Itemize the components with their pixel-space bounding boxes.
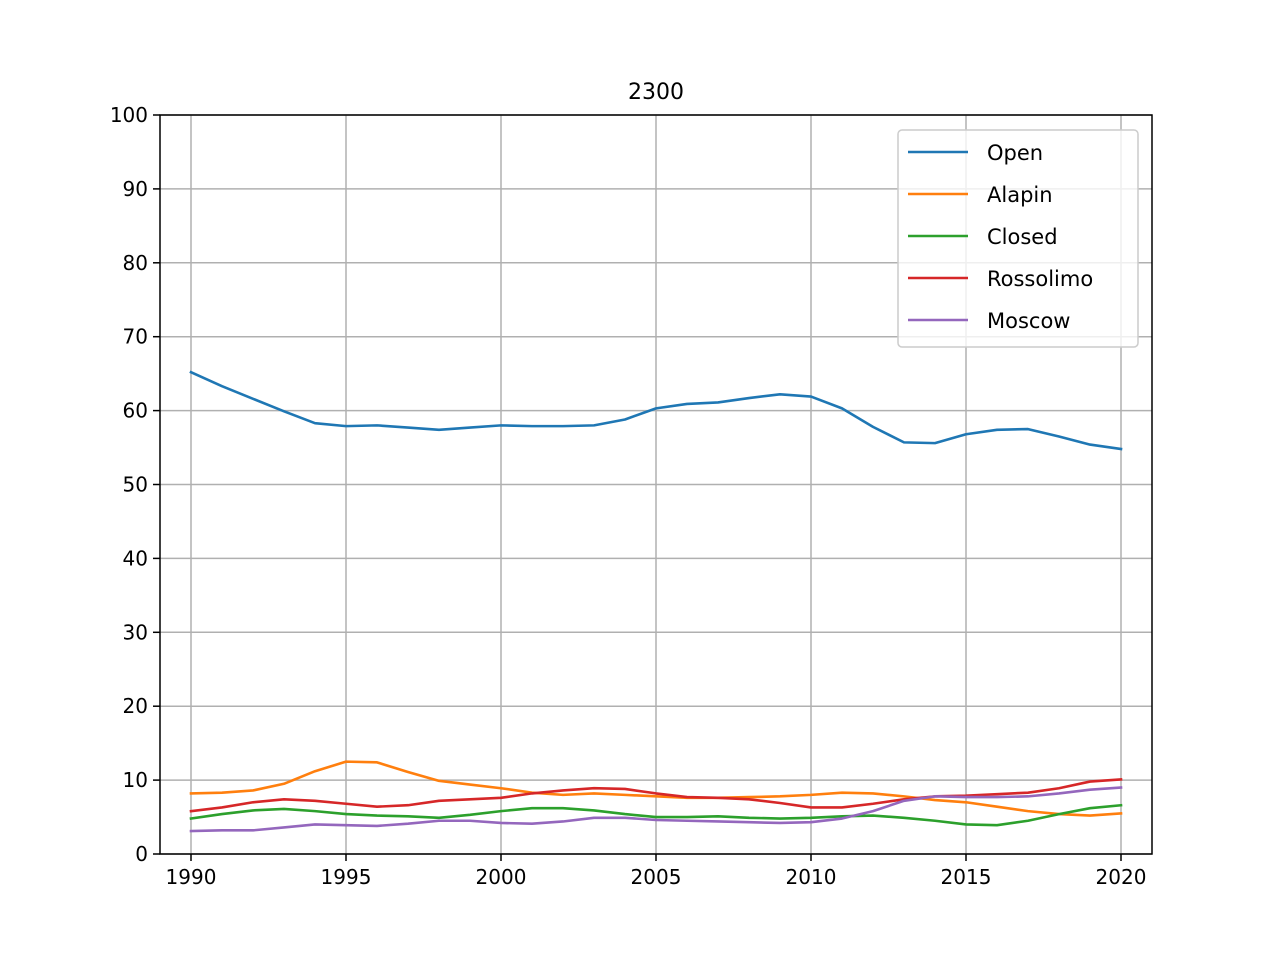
y-tick-label: 40	[123, 546, 148, 570]
series-line-rossolimo	[189, 777, 1123, 813]
y-tick-label: 10	[123, 768, 148, 792]
y-tick-label: 0	[135, 842, 148, 866]
legend: Open Alapin Closed Rossolimo Moscow	[897, 129, 1139, 348]
legend-label-rossolimo: Rossolimo	[987, 267, 1093, 291]
chart-title: 2300	[628, 80, 684, 105]
series-lines	[189, 370, 1123, 833]
axis-ticks: 1990 1995 2000 2005 2010 2015 2020 0 10 20 30 40 50 6…	[110, 103, 1147, 889]
y-tick-label: 90	[123, 177, 148, 201]
y-tick-label: 30	[123, 620, 148, 644]
y-tick-label: 80	[123, 251, 148, 275]
series-line-open	[189, 370, 1123, 451]
x-tick-label: 1990	[166, 865, 217, 889]
series-line-alapin	[189, 760, 1123, 817]
legend-label-closed: Closed	[987, 225, 1058, 249]
x-tick-label: 2015	[941, 865, 992, 889]
series-line-moscow	[189, 786, 1123, 833]
x-tick-label: 2020	[1096, 865, 1147, 889]
y-tick-label: 50	[123, 473, 148, 497]
legend-label-open: Open	[987, 141, 1043, 165]
x-tick-label: 1995	[321, 865, 372, 889]
legend-label-alapin: Alapin	[987, 183, 1053, 207]
y-tick-label: 60	[123, 399, 148, 423]
y-tick-label: 20	[123, 694, 148, 718]
legend-frame	[897, 129, 1139, 348]
y-tick-label: 70	[123, 325, 148, 349]
x-tick-label: 2005	[631, 865, 682, 889]
y-tick-label: 100	[110, 103, 148, 127]
x-tick-label: 2000	[476, 865, 527, 889]
x-tick-label: 2010	[786, 865, 837, 889]
series-line-closed	[189, 803, 1123, 827]
legend-label-moscow: Moscow	[987, 309, 1070, 333]
